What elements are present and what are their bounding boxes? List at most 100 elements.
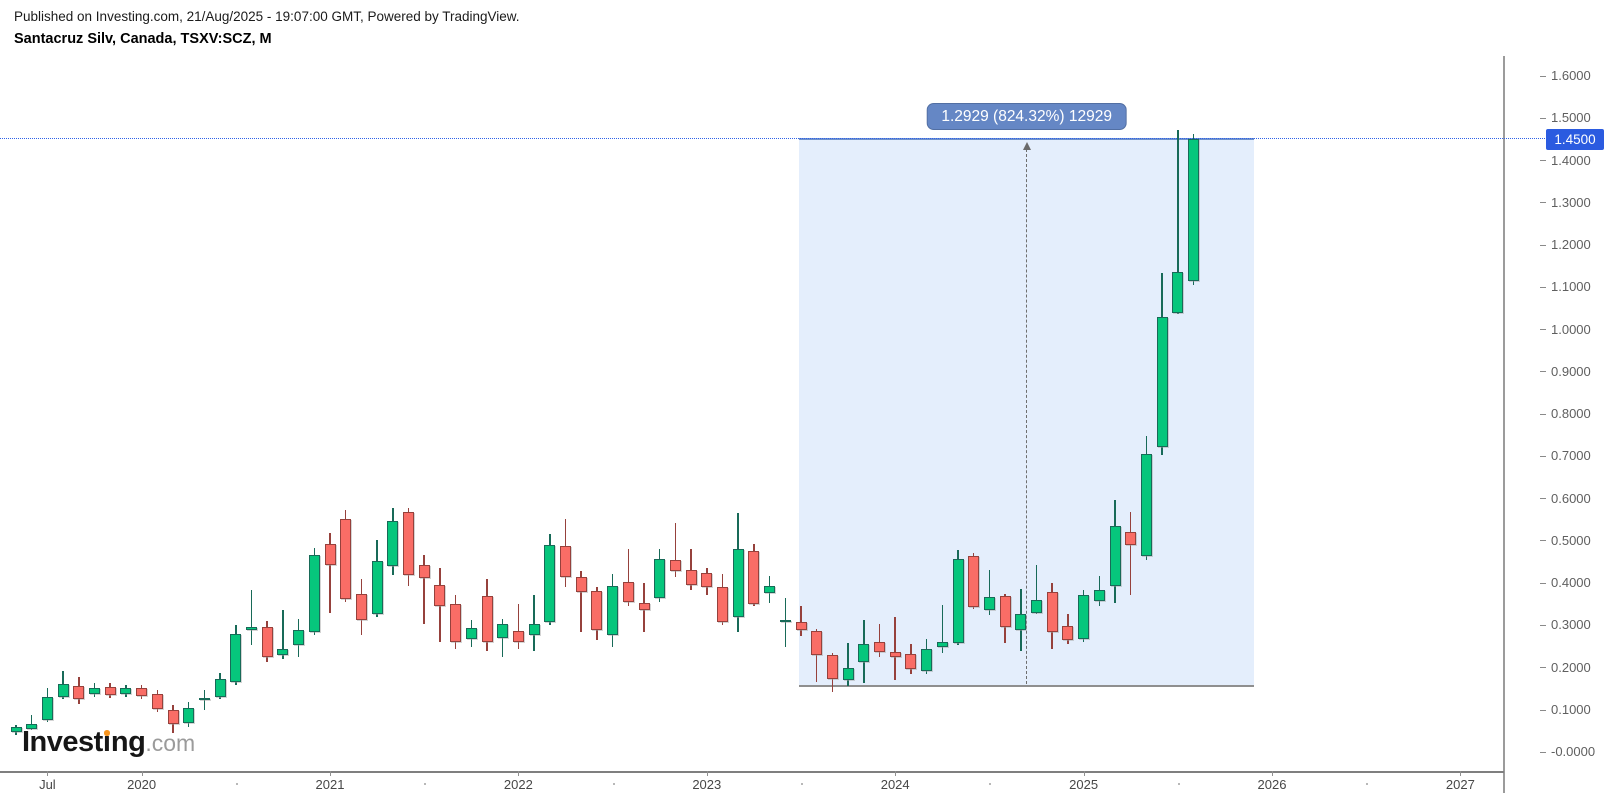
time-label-2020: 2020 <box>127 777 157 792</box>
price-tick-0.9000 <box>1540 371 1546 373</box>
price-tick-label-1.0000: 1.0000 <box>1551 321 1591 337</box>
price-tick-0.8000 <box>1540 413 1546 415</box>
price-tick-0.6000 <box>1540 498 1546 500</box>
time-label-2024: 2024 <box>880 777 910 792</box>
candle-2024-04 <box>936 641 948 648</box>
candle-2020-08 <box>246 626 257 631</box>
time-tick-Jul <box>47 771 49 776</box>
candle-2022-05 <box>575 576 587 593</box>
price-tick-0.3000 <box>1540 624 1546 626</box>
logo-text-part2: ng <box>110 726 146 758</box>
candle-2025-02 <box>1093 590 1105 601</box>
candle-wick-2022-01 <box>517 603 520 649</box>
candle-2025-07 <box>1172 272 1184 314</box>
time-label-2022: 2022 <box>503 777 533 792</box>
price-tick-0.7000 <box>1540 455 1546 457</box>
candle-2019-11 <box>104 686 116 696</box>
time-label-Jul: Jul <box>39 777 56 792</box>
candle-2024-09 <box>1015 613 1027 630</box>
candle-2023-12 <box>874 641 885 653</box>
logo-text-com: .com <box>145 730 196 756</box>
candle-2023-11 <box>858 644 870 662</box>
candle-wick-2020-08 <box>250 590 253 646</box>
measure-label[interactable]: 1.2929 (824.32%) 12929 <box>926 103 1127 131</box>
price-tick-label-1.5000: 1.5000 <box>1551 110 1591 126</box>
candle-2021-11 <box>481 596 493 642</box>
candle-2020-03 <box>167 710 179 725</box>
candle-wick-2024-04 <box>941 605 944 653</box>
time-label-2027: 2027 <box>1445 777 1475 792</box>
logo-text-part1: Invest <box>22 726 103 758</box>
candle-2024-11 <box>1046 592 1058 632</box>
price-tick-1.4000 <box>1540 160 1546 162</box>
alert-price-line[interactable] <box>0 138 1545 140</box>
candle-wick-2023-10 <box>847 642 849 686</box>
candle-2022-08 <box>622 581 634 602</box>
logo-orange-dot <box>104 730 110 736</box>
candle-wick-2024-10 <box>1035 564 1038 614</box>
candle-2019-10 <box>89 688 100 694</box>
time-label-2025: 2025 <box>1069 777 1099 792</box>
candle-wick-2021-12 <box>501 619 504 658</box>
candle-2021-03 <box>355 593 367 621</box>
candle-2020-12 <box>308 555 320 632</box>
last-price-tag[interactable]: 1.4500 <box>1546 128 1604 150</box>
candle-2025-08 <box>1188 139 1199 282</box>
candle-2022-03 <box>544 545 556 623</box>
measure-region-bottom-border <box>799 684 1255 687</box>
candle-wick-2022-11 <box>674 522 677 577</box>
price-tick-label-0.5000: 0.5000 <box>1551 532 1591 548</box>
time-tick-2021 <box>330 771 331 776</box>
time-minor-tick-2024-07 <box>989 783 992 785</box>
candle-2021-02 <box>340 518 352 599</box>
time-label-2026: 2026 <box>1257 777 1287 792</box>
candle-2020-06 <box>214 678 226 697</box>
candle-2022-09 <box>638 603 650 611</box>
candle-wick-2024-01 <box>894 617 896 681</box>
candle-wick-2024-07 <box>988 569 991 615</box>
price-tick-0.4000 <box>1540 582 1546 584</box>
price-tick-label-0.1000: 0.1000 <box>1551 702 1591 718</box>
time-minor-tick-2023-07 <box>801 783 803 785</box>
candle-2024-06 <box>968 556 980 607</box>
price-tick-1.2000 <box>1540 244 1546 246</box>
candle-2023-09 <box>826 655 838 679</box>
candle-2025-01 <box>1078 595 1090 640</box>
price-tick-1.5000 <box>1540 117 1546 119</box>
candle-2022-10 <box>654 558 666 599</box>
price-tick-label-0.4000: 0.4000 <box>1551 575 1591 591</box>
time-minor-tick-2022-07 <box>612 783 615 785</box>
candle-2023-04 <box>748 551 760 605</box>
candle-2020-01 <box>136 688 148 696</box>
candle-wick-2023-06 <box>784 597 787 648</box>
candle-2023-06 <box>779 619 791 622</box>
price-tick-label--0.0000: -0.0000 <box>1551 744 1596 760</box>
price-tick-label-1.2000: 1.2000 <box>1551 237 1591 253</box>
candle-2025-03 <box>1109 526 1121 587</box>
time-tick-2025 <box>1083 771 1085 776</box>
candle-2024-10 <box>1031 599 1042 613</box>
price-tick-label-1.6000: 1.6000 <box>1551 68 1591 84</box>
candle-wick-2021-07 <box>423 555 425 624</box>
candle-2020-02 <box>151 693 163 709</box>
price-tick-1.3000 <box>1540 202 1546 204</box>
time-label-2021: 2021 <box>315 777 345 792</box>
candle-2019-07 <box>41 696 53 721</box>
candle-wick-2020-10 <box>282 610 284 660</box>
time-tick-2023 <box>706 771 708 776</box>
candle-2022-06 <box>591 590 603 631</box>
candle-2019-12 <box>120 688 132 694</box>
candle-2021-06 <box>403 511 414 576</box>
candle-2022-02 <box>528 624 540 636</box>
candle-2021-12 <box>497 623 509 639</box>
candle-2024-05 <box>952 558 964 643</box>
candle-2020-09 <box>261 626 273 657</box>
candle-2021-05 <box>387 521 399 567</box>
price-tick-label-0.7000: 0.7000 <box>1551 448 1591 464</box>
price-tick-label-0.6000: 0.6000 <box>1551 490 1591 506</box>
candle-2025-05 <box>1140 454 1152 557</box>
candle-wick-2022-05 <box>580 571 582 632</box>
candle-wick-2021-01 <box>329 532 331 613</box>
